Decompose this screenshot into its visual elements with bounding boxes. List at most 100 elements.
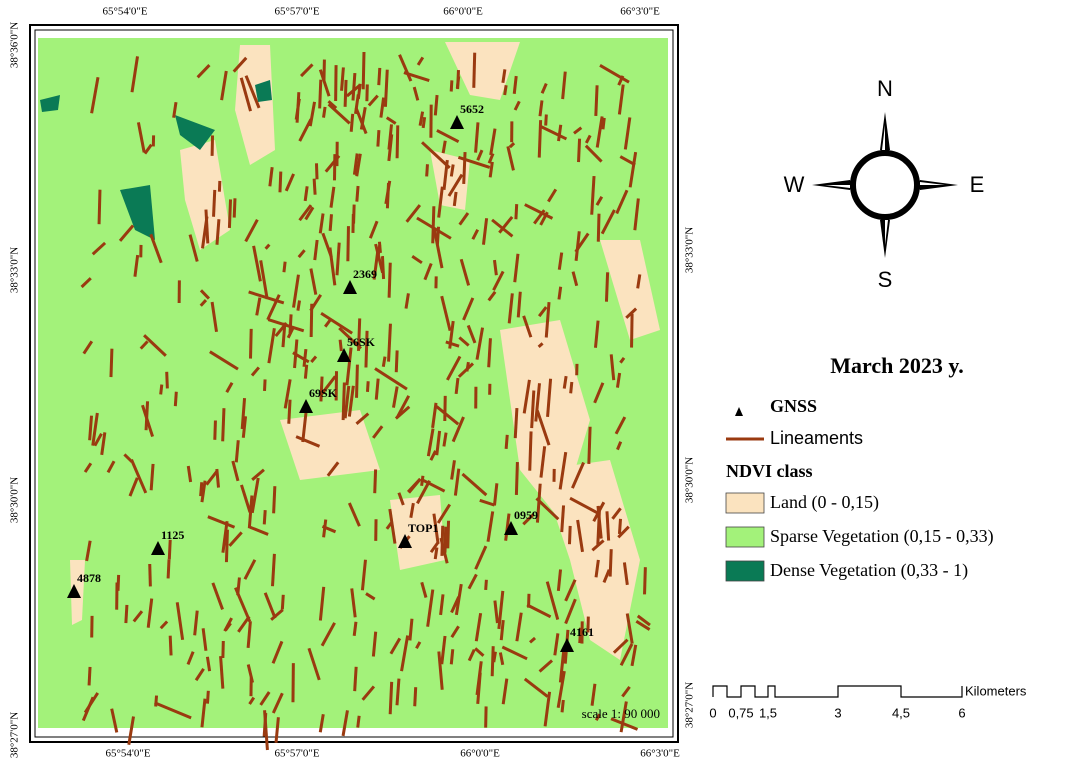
lineament (354, 622, 356, 636)
lineament (353, 73, 355, 100)
legend-swatch (726, 561, 764, 581)
station-label: 0959 (514, 508, 538, 522)
lineament (619, 519, 620, 534)
right-coord-label: 38°30'0"N (684, 457, 696, 503)
lineament (229, 199, 230, 227)
lineament (396, 350, 397, 372)
lineament (126, 605, 127, 623)
scale-tick-label: 4,5 (892, 705, 910, 720)
lineament (530, 431, 531, 470)
lineament (284, 262, 285, 273)
lineament (492, 646, 493, 676)
lineament (454, 192, 456, 206)
scale-tick-label: 6 (958, 705, 965, 720)
station-label: 5652 (460, 102, 484, 116)
bottom-coord-label: 65°54'0"E (105, 748, 150, 760)
lineament (514, 76, 516, 94)
legend-class-label: Land (0 - 0,15) (770, 492, 879, 513)
scale-unit: Kilometers (965, 683, 1027, 698)
left-coord-label: 38°33'0"N (9, 247, 21, 293)
bottom-coord-label: 66°3'0"E (640, 748, 680, 760)
lineament (415, 687, 416, 706)
lineament (596, 85, 597, 116)
lineament (382, 256, 383, 279)
lineament (546, 115, 547, 126)
scale-note: scale 1: 90 000 (582, 706, 660, 721)
lineament (451, 649, 452, 664)
legend-title: March 2023 y. (830, 353, 963, 378)
lineament (494, 260, 496, 275)
lineament (330, 214, 331, 231)
lineament (427, 164, 428, 176)
right-coord-label: 38°27'0"N (684, 682, 696, 728)
lineament (448, 521, 449, 549)
lineament (90, 416, 92, 441)
top-coord-label: 65°57'0"E (274, 6, 319, 18)
legend-class-label: Dense Vegetation (0,33 - 1) (770, 560, 968, 581)
lineament (351, 114, 353, 132)
lineament (383, 357, 385, 367)
lineament (168, 559, 169, 578)
lineament (111, 349, 112, 377)
lineament (389, 324, 391, 362)
lineament (589, 427, 590, 464)
scale-tick-label: 0 (709, 705, 716, 720)
lineament (645, 567, 646, 594)
lineament (489, 338, 491, 367)
scale-tick-label: 0,75 (728, 705, 753, 720)
lineament (379, 68, 380, 85)
lineament (363, 52, 364, 89)
lineament (175, 392, 176, 406)
lineament (311, 304, 312, 337)
lineament (457, 76, 458, 88)
left-coord-label: 38°27'0"N (9, 712, 21, 758)
lineament (410, 619, 412, 641)
lineament (515, 408, 517, 438)
lineament (505, 85, 506, 95)
lineament (559, 287, 561, 300)
lineament (354, 205, 355, 224)
lineament (435, 95, 437, 115)
top-coord-label: 66°3'0"E (620, 6, 660, 18)
top-coord-label: 65°54'0"E (102, 6, 147, 18)
lineament (606, 272, 607, 301)
station-label: 69SK (309, 386, 338, 400)
lineament (305, 365, 306, 379)
lineament (214, 190, 215, 217)
station-label: 1125 (161, 528, 184, 542)
lineament (99, 190, 100, 225)
compass (812, 112, 958, 258)
lineament (610, 549, 611, 576)
lineament (201, 482, 202, 496)
lineament (506, 435, 507, 449)
lineament (358, 84, 360, 99)
lineament (167, 372, 168, 389)
lineament (215, 421, 216, 440)
scale-tick-label: 3 (834, 705, 841, 720)
legend-class-label: Sparse Vegetation (0,15 - 0,33) (770, 526, 994, 547)
lineament (150, 564, 151, 586)
map-figure: scale 1: 90 000 N S W E March 2023 y. GN… (0, 0, 1069, 765)
lineament (562, 700, 563, 712)
lineament (464, 152, 465, 184)
top-coord-label: 66°0'0"E (443, 6, 483, 18)
lineament (314, 179, 315, 195)
lineament (486, 580, 487, 590)
lineament (598, 214, 599, 242)
station-label: 56SK (347, 335, 376, 349)
compass-w: W (784, 172, 805, 197)
lineament (305, 186, 307, 201)
lineament (169, 540, 170, 559)
lineament (282, 595, 283, 610)
station-label: TOP1 (408, 521, 438, 535)
lineament (234, 198, 235, 217)
station-label: 4878 (77, 571, 101, 585)
lineament (89, 667, 90, 686)
lineament (223, 408, 224, 441)
compass-n: N (877, 76, 893, 101)
lineament (357, 365, 358, 398)
lineament (342, 67, 344, 90)
lineament (443, 141, 445, 153)
lineament (501, 620, 503, 640)
